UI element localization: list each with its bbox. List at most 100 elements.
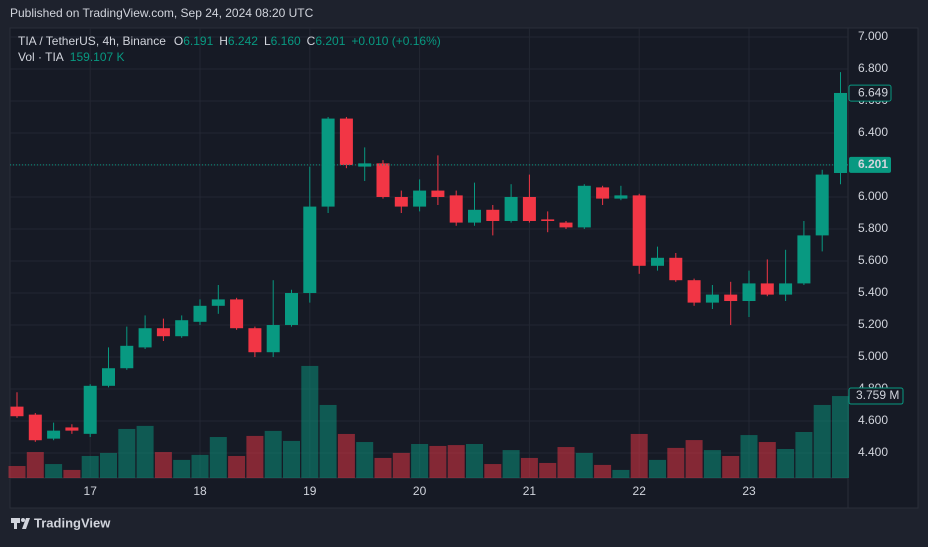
volume-bar bbox=[758, 442, 776, 478]
volume-bar bbox=[173, 459, 191, 478]
volume-bar bbox=[228, 455, 246, 478]
volume-bar bbox=[795, 431, 813, 478]
volume-bar bbox=[191, 454, 209, 478]
volume-bar bbox=[832, 396, 849, 478]
y-tick-label: 6.800 bbox=[858, 61, 888, 75]
volume-bar bbox=[649, 459, 666, 478]
candle-body bbox=[138, 328, 152, 348]
volume-bar bbox=[429, 445, 447, 478]
volume-bar bbox=[136, 425, 154, 478]
candle-body bbox=[394, 196, 408, 207]
candle-body bbox=[760, 283, 774, 295]
candle-body bbox=[65, 427, 79, 431]
brand-text: TradingView bbox=[34, 515, 111, 530]
candle-body bbox=[28, 414, 42, 441]
x-tick-label: 22 bbox=[633, 484, 647, 498]
candle-body bbox=[779, 283, 793, 295]
volume-bar bbox=[740, 435, 758, 478]
candle-body bbox=[431, 190, 445, 197]
x-tick-label: 23 bbox=[742, 484, 756, 498]
volume-bar bbox=[594, 464, 612, 478]
price-label-box bbox=[848, 84, 892, 102]
candle-body bbox=[339, 118, 353, 165]
volume-bar bbox=[502, 450, 520, 478]
volume-name: Vol · TIA bbox=[18, 50, 64, 64]
candle-body bbox=[449, 195, 463, 223]
volume-bar bbox=[283, 440, 300, 478]
x-tick-label: 18 bbox=[193, 484, 207, 498]
candle-body bbox=[193, 305, 207, 322]
volume-bar bbox=[411, 443, 429, 478]
volume-bar bbox=[45, 464, 63, 478]
volume-bar bbox=[246, 435, 264, 478]
volume-bar bbox=[356, 442, 374, 478]
x-tick-label: 17 bbox=[84, 484, 98, 498]
candle-body bbox=[669, 257, 683, 281]
volume-bar bbox=[319, 404, 337, 478]
y-tick-label: 5.800 bbox=[858, 221, 888, 235]
candle-body bbox=[83, 385, 97, 434]
candle-body bbox=[303, 206, 317, 294]
volume-label: 3.759 M bbox=[856, 388, 899, 402]
candle-body bbox=[486, 209, 500, 221]
volume-bar bbox=[466, 443, 483, 478]
legend-value: 6.191 bbox=[183, 34, 213, 48]
volume-bar bbox=[703, 450, 721, 478]
legend-key: O bbox=[174, 34, 183, 48]
legend-key: L bbox=[264, 34, 271, 48]
price-label: 6.649 bbox=[858, 85, 888, 99]
candle-body bbox=[10, 406, 24, 417]
y-tick-label: 4.400 bbox=[858, 445, 888, 459]
legend-symbol: TIA / TetherUS, 4h, Binance bbox=[18, 34, 166, 48]
volume-bar bbox=[63, 469, 81, 478]
volume-bar bbox=[685, 440, 703, 478]
candle-body bbox=[468, 209, 481, 223]
candle-body bbox=[577, 185, 591, 228]
candle-body bbox=[285, 293, 298, 326]
volume-bar bbox=[100, 452, 117, 478]
legend-volume: Vol · TIA 159.107 K bbox=[18, 50, 125, 64]
y-tick-label: 5.200 bbox=[858, 317, 888, 331]
y-tick-label: 5.400 bbox=[858, 285, 888, 299]
candle-body bbox=[120, 345, 134, 369]
legend-key: C bbox=[307, 34, 316, 48]
y-tick-label: 6.400 bbox=[858, 125, 888, 139]
volume-bar bbox=[209, 437, 227, 478]
legend-value: 6.160 bbox=[271, 34, 301, 48]
volume-bar bbox=[337, 433, 355, 478]
candle-body bbox=[705, 294, 719, 303]
candle-body bbox=[321, 118, 335, 207]
y-tick-label: 5.600 bbox=[858, 253, 888, 267]
candle-body bbox=[230, 299, 244, 329]
y-tick-label: 7.000 bbox=[858, 29, 888, 43]
volume-bar bbox=[118, 428, 136, 478]
candle-body bbox=[102, 368, 115, 386]
candle-body bbox=[724, 294, 738, 302]
candle-body bbox=[797, 235, 811, 284]
candle-body bbox=[541, 219, 555, 221]
candle-body bbox=[248, 328, 262, 353]
x-tick-label: 20 bbox=[413, 484, 427, 498]
volume-bar bbox=[8, 466, 26, 478]
volume-bar bbox=[26, 452, 44, 478]
legend-change: +0.010 (+0.16%) bbox=[351, 34, 440, 48]
candle-body bbox=[175, 320, 189, 337]
chart-pane bbox=[9, 27, 919, 509]
candle-body bbox=[211, 299, 225, 306]
x-tick-label: 21 bbox=[523, 484, 537, 498]
legend-line: TIA / TetherUS, 4h, Binance O6.191 H6.242 L… bbox=[18, 34, 441, 48]
volume-bar bbox=[374, 457, 392, 478]
price-label: 6.201 bbox=[858, 157, 888, 171]
candle-body bbox=[687, 280, 701, 303]
candle-body bbox=[596, 187, 610, 199]
volume-value: 159.107 K bbox=[70, 50, 125, 64]
volume-bar bbox=[264, 430, 282, 478]
candle-body bbox=[834, 92, 847, 173]
volume-bar bbox=[722, 455, 740, 478]
volume-bar bbox=[539, 462, 557, 478]
volume-bar bbox=[484, 464, 502, 478]
candle-body bbox=[156, 328, 170, 337]
legend-key: H bbox=[219, 34, 228, 48]
y-tick-label: 6.000 bbox=[858, 189, 888, 203]
